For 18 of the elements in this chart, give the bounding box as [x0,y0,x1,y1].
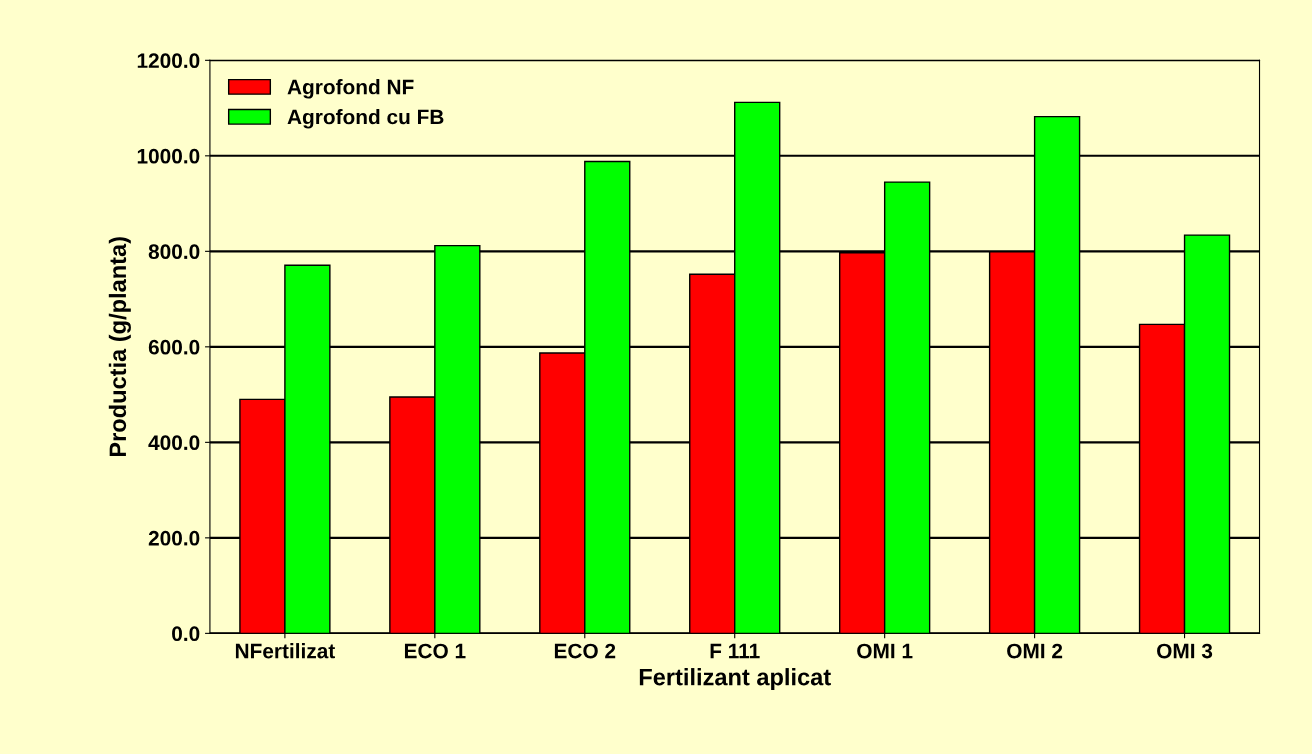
y-tick-label: 1200.0 [137,53,200,69]
x-tick-label: OMI 2 [1007,643,1063,659]
x-tick-label: OMI 3 [1157,643,1213,659]
y-tick-label: 800.0 [148,244,200,260]
y-tick-label: 1000.0 [137,148,200,164]
legend-label: Agrofond NF [287,79,414,99]
y-tick-label: 400.0 [148,435,200,451]
x-axis-title: Fertilizant aplicat [639,668,831,691]
x-tick-label: ECO 1 [404,643,466,659]
y-tick-label: 0.0 [172,626,200,642]
x-tick-label: OMI 1 [857,643,913,659]
y-tick-label: 200.0 [148,530,200,546]
y-tick-label: 600.0 [148,339,200,355]
legend-label: Agrofond cu FB [287,109,444,129]
x-tick-label: F 111 [710,643,760,659]
x-tick-label: ECO 2 [554,643,616,659]
x-tick-label: NFertilizat [235,643,335,659]
y-axis-title: Productia (g/planta) [108,237,131,457]
